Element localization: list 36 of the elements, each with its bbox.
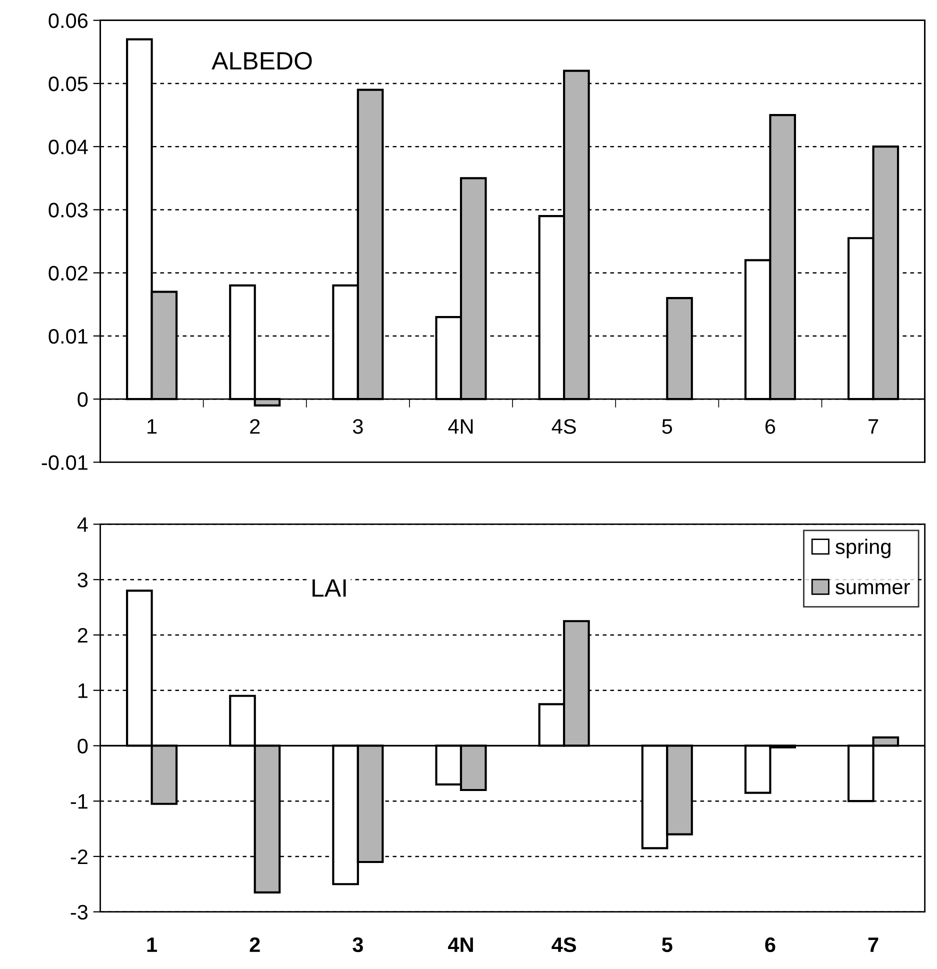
text: LAI xyxy=(312,579,346,597)
text: ALBEDO xyxy=(212,52,312,70)
x-tick-label: 5 xyxy=(662,938,672,952)
x-tick-label: 2 xyxy=(250,937,260,952)
x-tick-label: 4N xyxy=(448,419,473,434)
y-tick-label: 0.02 xyxy=(48,266,88,281)
x-tick-label: 4S xyxy=(552,419,576,434)
y-tick-label: 0.05 xyxy=(48,76,88,92)
y-tick-label: -2 xyxy=(70,849,88,864)
y-tick-label: 0 xyxy=(78,738,88,754)
x-tick-label: 2 xyxy=(250,419,260,434)
y-tick-label: -3 xyxy=(70,904,88,920)
y-tick-label: 1 xyxy=(78,684,88,698)
x-tick-label: 4S xyxy=(552,937,576,952)
y-tick-label: 0.01 xyxy=(48,328,88,344)
x-tick-label: 1 xyxy=(148,419,157,434)
y-tick-label: 0.04 xyxy=(48,140,88,154)
x-tick-label: 6 xyxy=(765,419,776,434)
x-tick-label: 7 xyxy=(868,419,878,434)
x-tick-label: 4N xyxy=(448,938,473,952)
y-tick-label: 0 xyxy=(78,392,88,407)
y-tick-label: -0.01 xyxy=(42,455,88,470)
x-tick-label: 1 xyxy=(147,938,158,952)
y-tick-label: 4 xyxy=(77,517,88,532)
legend-label: summer xyxy=(836,582,910,594)
x-tick-label: 3 xyxy=(352,937,363,952)
legend-label: spring xyxy=(836,538,890,558)
y-tick-label: -1 xyxy=(70,794,88,809)
x-tick-label: 7 xyxy=(868,938,878,952)
y-tick-label: 0.03 xyxy=(48,202,88,218)
y-tick-label: 3 xyxy=(78,572,88,588)
x-tick-label: 3 xyxy=(352,419,363,434)
y-tick-label: 2 xyxy=(78,628,88,643)
x-tick-label: 5 xyxy=(662,419,672,434)
y-tick-label: 0.06 xyxy=(48,13,88,28)
x-tick-label: 6 xyxy=(765,937,776,952)
